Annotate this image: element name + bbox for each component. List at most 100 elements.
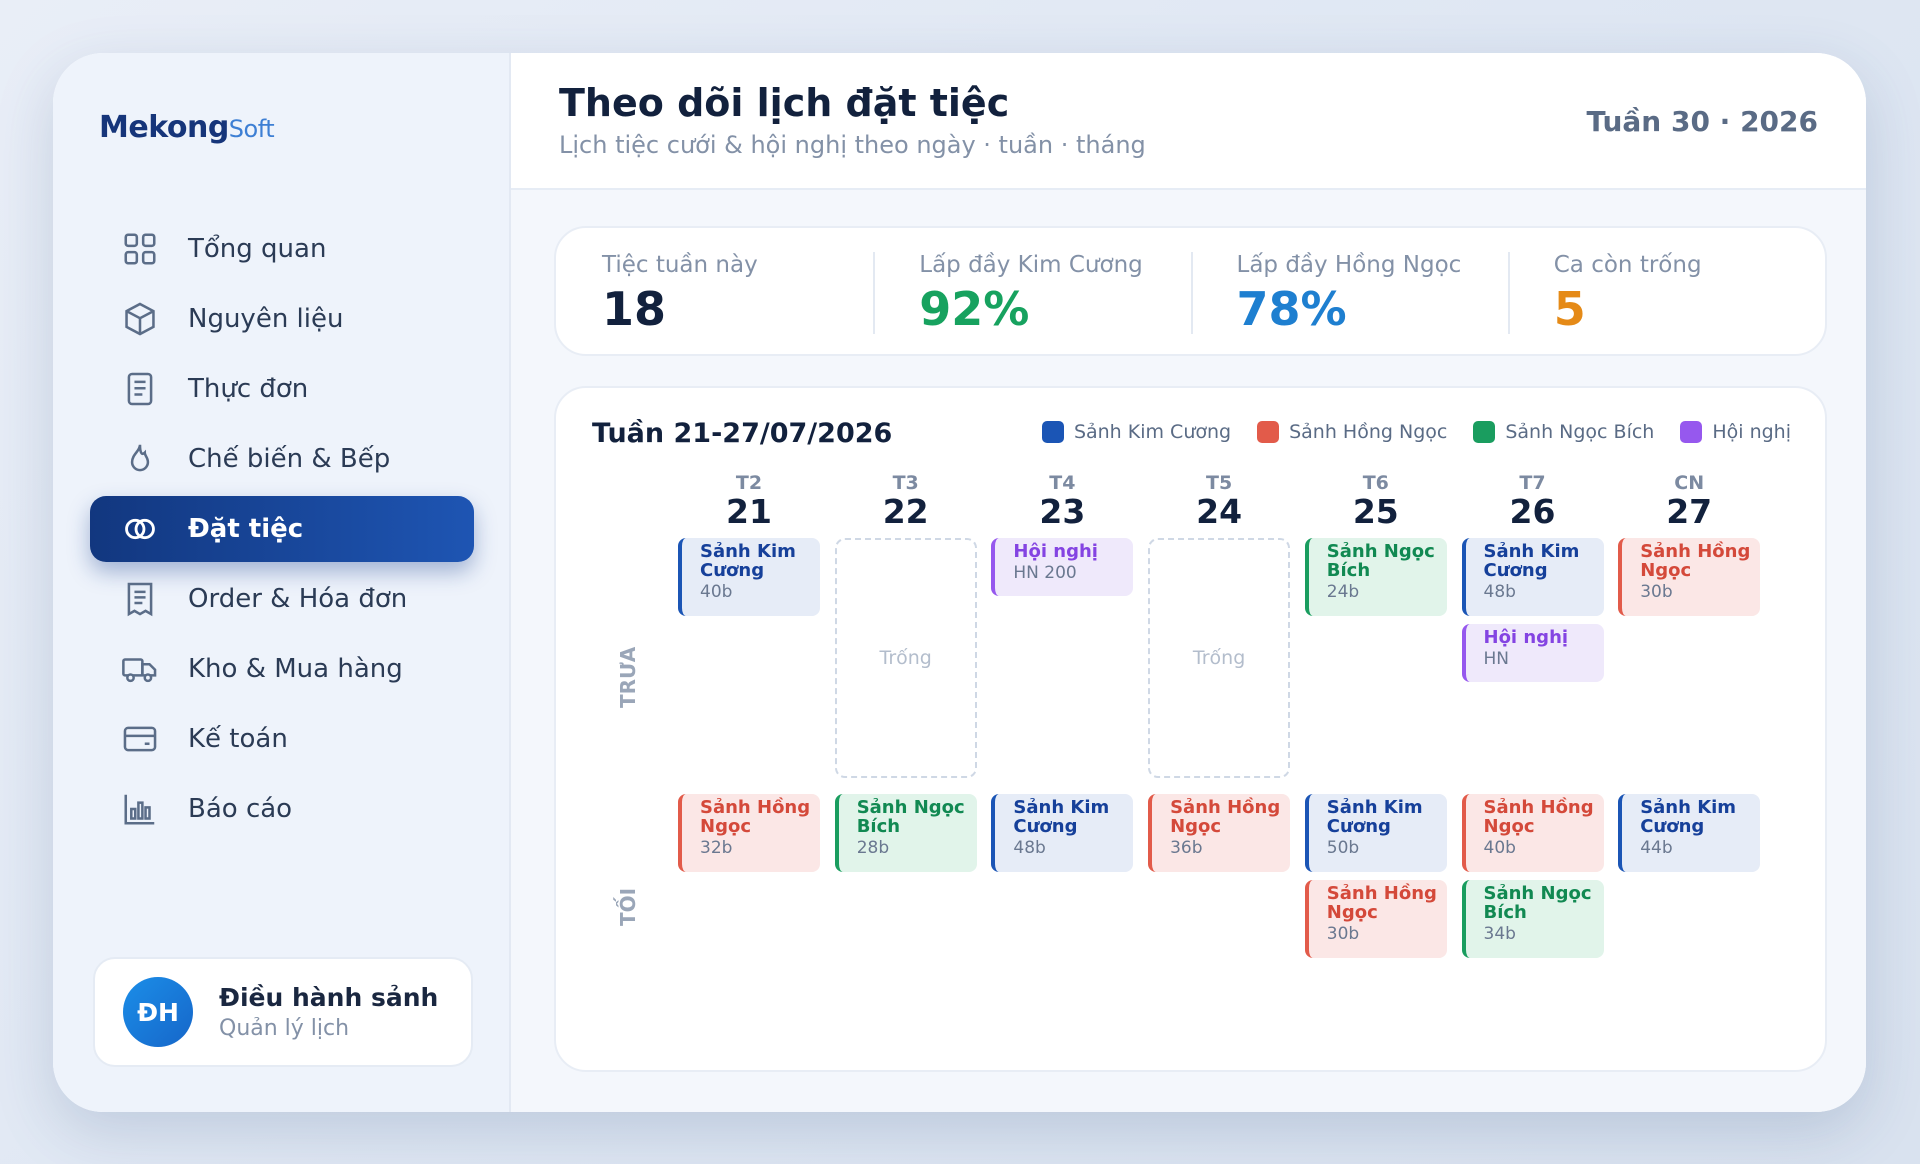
sidebar-item-label: Tổng quan	[188, 234, 327, 264]
event-title-line2: Cương	[1326, 816, 1391, 837]
sidebar-item-label: Đặt tiệc	[188, 514, 304, 544]
booking-calendar: Tuần 21-27/07/2026 Sảnh Kim Cương Sảnh Hồ…	[554, 386, 1827, 1072]
event-title: Sảnh Kim	[1013, 797, 1110, 818]
sidebar-nav: Tổng quan Nguyên liệu Thực đơn Chế biến & B…	[90, 216, 474, 846]
legend-label: Sảnh Ngọc Bích	[1505, 421, 1655, 443]
event-count: HN	[1483, 649, 1510, 669]
logo-main: Mekong	[99, 110, 229, 145]
sidebar-item-0[interactable]: Tổng quan	[90, 216, 474, 282]
empty-slot[interactable]: Trống	[1148, 538, 1291, 778]
day-header: T2 21	[679, 472, 819, 530]
day-header: T3 22	[836, 472, 976, 530]
day-header: T5 24	[1149, 472, 1289, 530]
booking-event[interactable]: Hội nghị HN	[1461, 624, 1604, 682]
sidebar-item-5[interactable]: Order & Hóa đơn	[90, 566, 474, 632]
sidebar-item-label: Kho & Mua hàng	[188, 654, 403, 684]
sidebar-item-8[interactable]: Báo cáo	[90, 776, 474, 842]
booking-event[interactable]: Hội nghị HN 200	[991, 538, 1134, 596]
sidebar-item-label: Order & Hóa đơn	[188, 584, 408, 614]
event-title-line2: Ngọc	[1326, 902, 1378, 923]
day-of-week: T5	[1206, 472, 1233, 494]
stat-label: Lấp đầy Hồng Ngọc	[1236, 252, 1462, 278]
page-header: Theo dõi lịch đặt tiệc Lịch tiệc cưới & …	[511, 53, 1866, 190]
booking-event[interactable]: Sảnh Kim Cương 48b	[991, 794, 1134, 872]
event-title-line2: Cương	[1640, 816, 1705, 837]
week-label: Tuần 30 · 2026	[1586, 105, 1818, 138]
sidebar-item-6[interactable]: Kho & Mua hàng	[90, 636, 474, 702]
event-count: 50b	[1326, 838, 1360, 858]
legend-item: Sảnh Kim Cương	[1041, 421, 1231, 443]
event-title-line2: Ngọc	[700, 816, 751, 837]
event-count: 30b	[1640, 582, 1673, 602]
booking-event[interactable]: Sảnh Kim Cương 44b	[1618, 794, 1761, 872]
page-title: Theo dõi lịch đặt tiệc	[559, 81, 1010, 125]
day-number: 25	[1352, 492, 1399, 531]
booking-event[interactable]: Sảnh Kim Cương 48b	[1461, 538, 1604, 616]
stat-value: 18	[602, 282, 667, 336]
day-of-week: CN	[1674, 472, 1705, 494]
event-title: Sảnh Hồng	[1483, 797, 1594, 818]
booking-event[interactable]: Sảnh Ngọc Bích 24b	[1304, 538, 1447, 616]
event-title-line2: Cương	[1013, 816, 1078, 837]
avatar: ĐH	[123, 977, 193, 1047]
event-title: Sảnh Kim	[1483, 541, 1580, 562]
logo[interactable]: MekongSoft	[99, 110, 275, 145]
legend-label: Sảnh Hồng Ngọc	[1289, 421, 1448, 443]
sidebar-item-7[interactable]: Kế toán	[90, 706, 474, 772]
day-header: T7 26	[1463, 472, 1603, 530]
booking-event[interactable]: Sảnh Kim Cương 40b	[678, 538, 820, 616]
day-of-week: T2	[735, 472, 763, 494]
event-title: Hội nghị	[1013, 541, 1098, 562]
day-of-week: T7	[1519, 472, 1546, 494]
event-title-line2: Ngọc	[1170, 816, 1222, 837]
page-subtitle: Lịch tiệc cưới & hội nghị theo ngày · tu…	[559, 131, 1146, 159]
row-label-evening: TỐI	[616, 887, 640, 926]
user-role: Quản lý lịch	[219, 1016, 350, 1041]
booking-event[interactable]: Sảnh Hồng Ngọc 40b	[1461, 794, 1604, 872]
box-icon	[120, 299, 160, 339]
user-name: Điều hành sảnh	[219, 983, 439, 1012]
event-count: 48b	[1483, 582, 1516, 602]
logo-soft: Soft	[228, 115, 275, 143]
event-count: 36b	[1170, 838, 1203, 858]
stat-value: 92%	[919, 282, 1030, 336]
booking-event[interactable]: Sảnh Kim Cương 50b	[1304, 794, 1447, 872]
booking-event[interactable]: Sảnh Hồng Ngọc 30b	[1618, 538, 1761, 616]
booking-event[interactable]: Sảnh Ngọc Bích 28b	[834, 794, 977, 872]
event-title-line2: Bích	[856, 816, 901, 837]
event-count: 30b	[1326, 924, 1360, 944]
legend-item: Sảnh Ngọc Bích	[1473, 421, 1654, 443]
event-count: 44b	[1640, 838, 1673, 858]
event-title: Sảnh Hồng	[1640, 541, 1751, 562]
day-of-week: T6	[1362, 472, 1389, 494]
user-card[interactable]: ĐH Điều hành sảnh Quản lý lịch	[93, 957, 473, 1067]
event-title-line2: Cương	[1483, 560, 1548, 581]
stat-card-0: Tiệc tuần này 18	[556, 228, 873, 354]
stat-label: Lấp đầy Kim Cương	[919, 252, 1143, 278]
document-icon	[120, 369, 160, 409]
sidebar-item-4[interactable]: Đặt tiệc	[90, 496, 474, 562]
wallet-icon	[120, 719, 160, 759]
sidebar-item-2[interactable]: Thực đơn	[90, 356, 474, 422]
calendar-legend: Sảnh Kim Cương Sảnh Hồng Ngọc Sảnh Ngọc Bí…	[1041, 421, 1791, 443]
day-number: 27	[1666, 492, 1713, 531]
event-title-line2: Ngọc	[1483, 816, 1535, 837]
sidebar-item-3[interactable]: Chế biến & Bếp	[90, 426, 474, 492]
booking-event[interactable]: Sảnh Hồng Ngọc 36b	[1148, 794, 1291, 872]
booking-event[interactable]: Sảnh Hồng Ngọc 32b	[678, 794, 820, 872]
stat-label: Tiệc tuần này	[602, 252, 758, 278]
event-title: Sảnh Ngọc	[856, 797, 965, 818]
event-title: Sảnh Kim	[1640, 797, 1737, 818]
empty-slot[interactable]: Trống	[834, 538, 977, 778]
day-of-week: T4	[1049, 472, 1076, 494]
stat-card-3: Ca còn trống 5	[1507, 228, 1825, 354]
event-title-line2: Bích	[1326, 560, 1371, 581]
sidebar-item-1[interactable]: Nguyên liệu	[90, 286, 474, 352]
day-number: 22	[882, 492, 929, 531]
booking-event[interactable]: Sảnh Ngọc Bích 34b	[1461, 880, 1604, 958]
booking-event[interactable]: Sảnh Hồng Ngọc 30b	[1304, 880, 1447, 958]
stat-card-2: Lấp đầy Hồng Ngọc 78%	[1190, 228, 1508, 354]
day-number: 26	[1509, 492, 1556, 531]
event-count: 40b	[1483, 838, 1516, 858]
event-count: 40b	[700, 582, 733, 602]
